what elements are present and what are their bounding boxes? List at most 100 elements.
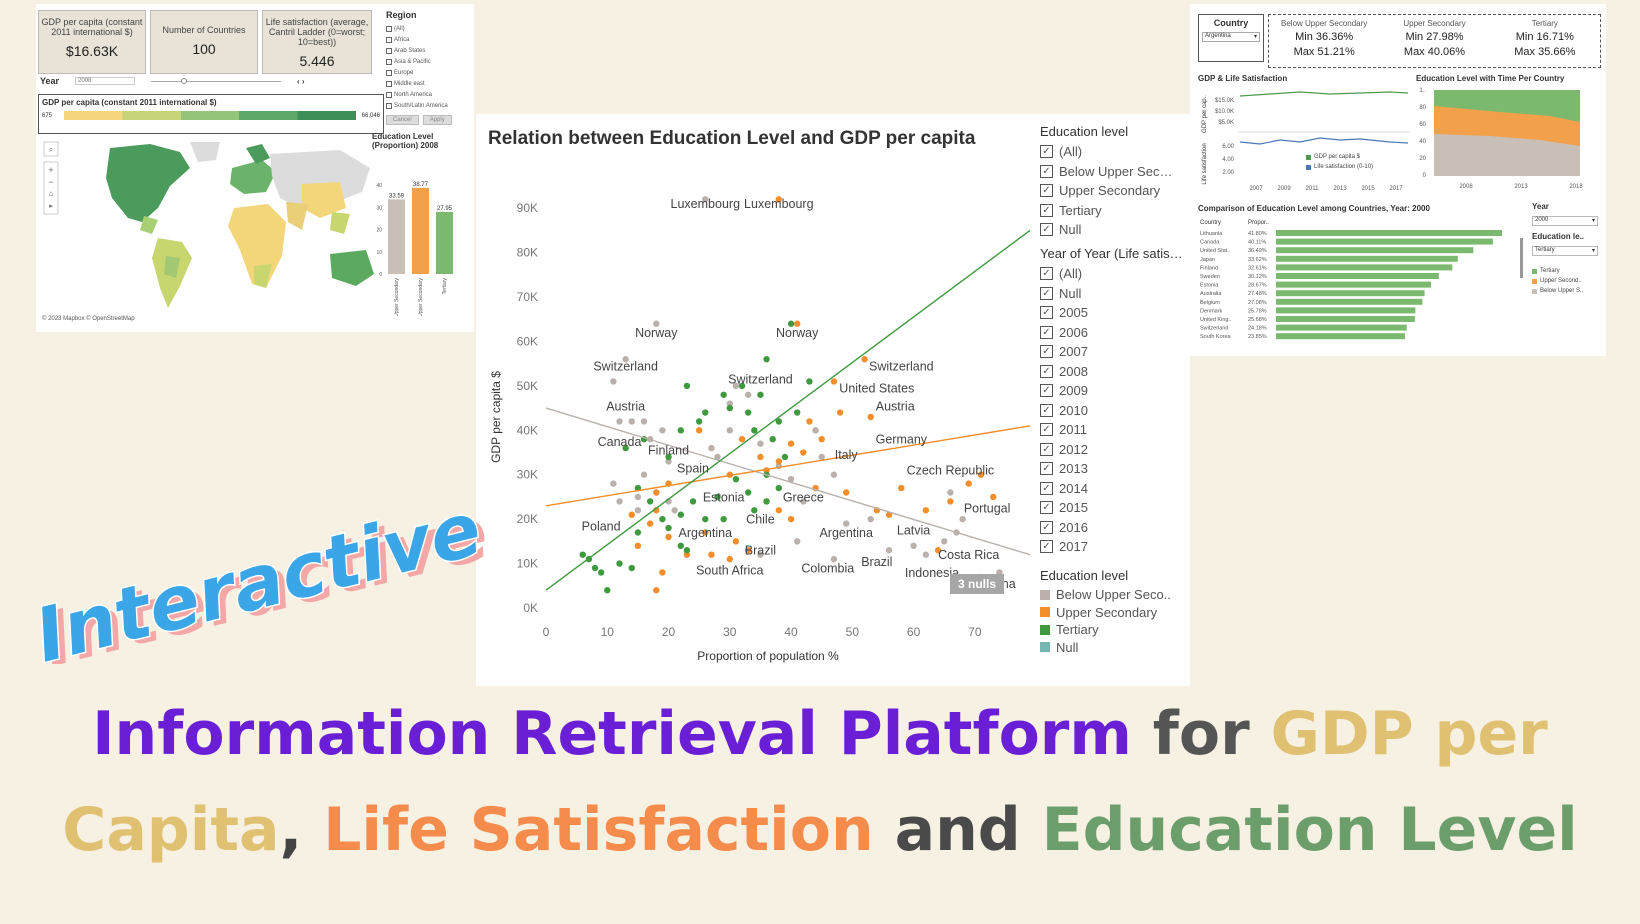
scatter-point[interactable] — [628, 511, 635, 518]
scatter-point[interactable] — [665, 524, 672, 532]
scatter-point[interactable] — [671, 507, 678, 514]
scatter-point[interactable] — [843, 489, 850, 496]
scatter-point[interactable] — [757, 391, 764, 398]
scatter-point[interactable] — [640, 418, 648, 425]
scatter-point[interactable] — [677, 427, 684, 434]
gdp-line[interactable] — [1239, 91, 1409, 97]
scatter-point[interactable] — [616, 498, 623, 505]
scatter-point[interactable] — [843, 520, 850, 527]
scatter-point[interactable] — [634, 529, 642, 536]
scatter-point[interactable] — [683, 547, 691, 554]
scatter-point[interactable] — [726, 400, 733, 407]
scatter-point[interactable] — [965, 480, 972, 487]
education-filter-option[interactable]: ✓ Upper Secondary — [1040, 181, 1172, 201]
scatter-point[interactable] — [806, 418, 813, 425]
scatter-point[interactable] — [628, 564, 635, 572]
year-filter-option[interactable]: ✓ 2007 — [1040, 342, 1183, 362]
scatter-point[interactable] — [646, 520, 654, 527]
scatter-point[interactable] — [683, 551, 691, 558]
scatter-point[interactable] — [665, 533, 672, 541]
checkbox[interactable]: ✓ — [1040, 345, 1053, 359]
scatter-point[interactable] — [738, 382, 746, 390]
checkbox[interactable]: ✓ — [1040, 223, 1053, 237]
scatter-point[interactable] — [726, 555, 733, 563]
scatter-point[interactable] — [616, 418, 623, 425]
comparison-bar[interactable] — [1276, 333, 1405, 340]
checkbox[interactable]: ✓ — [1040, 267, 1053, 281]
scatter-point[interactable] — [714, 493, 721, 501]
scatter-point[interactable] — [744, 391, 752, 398]
region-option[interactable]: Africa — [386, 34, 472, 45]
scatter-point[interactable] — [695, 427, 703, 434]
scatter-point[interactable] — [818, 453, 825, 461]
comparison-bar[interactable] — [1276, 247, 1474, 254]
scatter-point[interactable] — [702, 515, 709, 523]
scatter-point[interactable] — [634, 493, 642, 501]
scatter-point[interactable] — [702, 196, 709, 203]
checkbox[interactable]: ✓ — [1040, 462, 1053, 476]
scatter-point[interactable] — [775, 418, 783, 425]
scatter-point[interactable] — [640, 471, 648, 478]
scatter-point[interactable] — [689, 498, 697, 505]
scatter-point[interactable] — [677, 542, 684, 550]
year-filter-option[interactable]: ✓ 2006 — [1040, 323, 1183, 343]
edu-legend-item[interactable]: Below Upper S.. — [1532, 286, 1583, 296]
checkbox[interactable]: ✓ — [1040, 286, 1053, 300]
scatter-point[interactable] — [708, 444, 715, 452]
scatter-point[interactable] — [628, 418, 635, 425]
comparison-bar[interactable] — [1276, 290, 1425, 297]
region-option[interactable]: South/Latin America — [386, 100, 472, 111]
scatter-point[interactable] — [793, 320, 801, 327]
comparison-bar[interactable] — [1276, 281, 1432, 288]
checkbox[interactable] — [386, 102, 392, 109]
scatter-point[interactable] — [653, 587, 660, 594]
right-charts[interactable]: GDP per cap.. Life satisfaction $15.0K $10.… — [1190, 4, 1606, 356]
year-filter-option[interactable]: ✓ 2014 — [1040, 479, 1183, 499]
year-filter-option[interactable]: ✓ 2017 — [1040, 537, 1183, 557]
checkbox[interactable] — [386, 91, 392, 98]
scatter-point[interactable] — [793, 409, 801, 416]
scatter-point[interactable] — [622, 444, 629, 452]
year-filter-option[interactable]: ✓ (All) — [1040, 264, 1183, 284]
scatter-point[interactable] — [763, 498, 770, 505]
education-filter-option[interactable]: ✓ Below Upper Sec… — [1040, 162, 1172, 182]
scatter-point[interactable] — [793, 538, 801, 545]
scatter-point[interactable] — [683, 382, 691, 390]
checkbox[interactable]: ✓ — [1040, 325, 1053, 339]
scatter-point[interactable] — [634, 507, 642, 514]
scatter-point[interactable] — [634, 484, 642, 492]
scatter-point[interactable] — [665, 458, 672, 465]
scatter-point[interactable] — [616, 560, 623, 567]
life-line[interactable] — [1239, 137, 1409, 145]
year-filter-option[interactable]: ✓ 2011 — [1040, 420, 1183, 440]
checkbox[interactable] — [386, 36, 392, 43]
scatter-point[interactable] — [867, 413, 874, 421]
scatter-point[interactable] — [591, 564, 599, 572]
checkbox[interactable]: ✓ — [1040, 145, 1053, 159]
checkbox[interactable] — [386, 58, 392, 65]
region-option[interactable]: Europe — [386, 67, 472, 78]
year-filter-option[interactable]: ✓ 2010 — [1040, 401, 1183, 421]
checkbox[interactable]: ✓ — [1040, 403, 1053, 417]
scatter-point[interactable] — [763, 356, 770, 363]
area-below-upper[interactable] — [1434, 134, 1580, 176]
edu-bar[interactable] — [436, 211, 453, 274]
scatter-point[interactable] — [830, 555, 838, 563]
checkbox[interactable]: ✓ — [1040, 184, 1053, 198]
scatter-point[interactable] — [720, 515, 727, 523]
scatter-point[interactable] — [751, 427, 758, 434]
scatter-point[interactable] — [812, 427, 819, 434]
scatter-point[interactable] — [738, 436, 746, 443]
scatter-point[interactable] — [732, 475, 740, 483]
comparison-bar[interactable] — [1276, 316, 1415, 322]
scatter-point[interactable] — [744, 409, 752, 416]
scatter-point[interactable] — [787, 320, 795, 327]
comparison-bar[interactable] — [1276, 324, 1407, 331]
region-option[interactable]: North America — [386, 89, 472, 100]
scatter-point[interactable] — [836, 409, 844, 416]
scatter-point[interactable] — [787, 515, 795, 523]
comparison-bar[interactable] — [1276, 255, 1458, 262]
scatter-point[interactable] — [744, 547, 752, 554]
year-filter-option[interactable]: ✓ 2015 — [1040, 498, 1183, 518]
scatter-point[interactable] — [910, 542, 917, 550]
